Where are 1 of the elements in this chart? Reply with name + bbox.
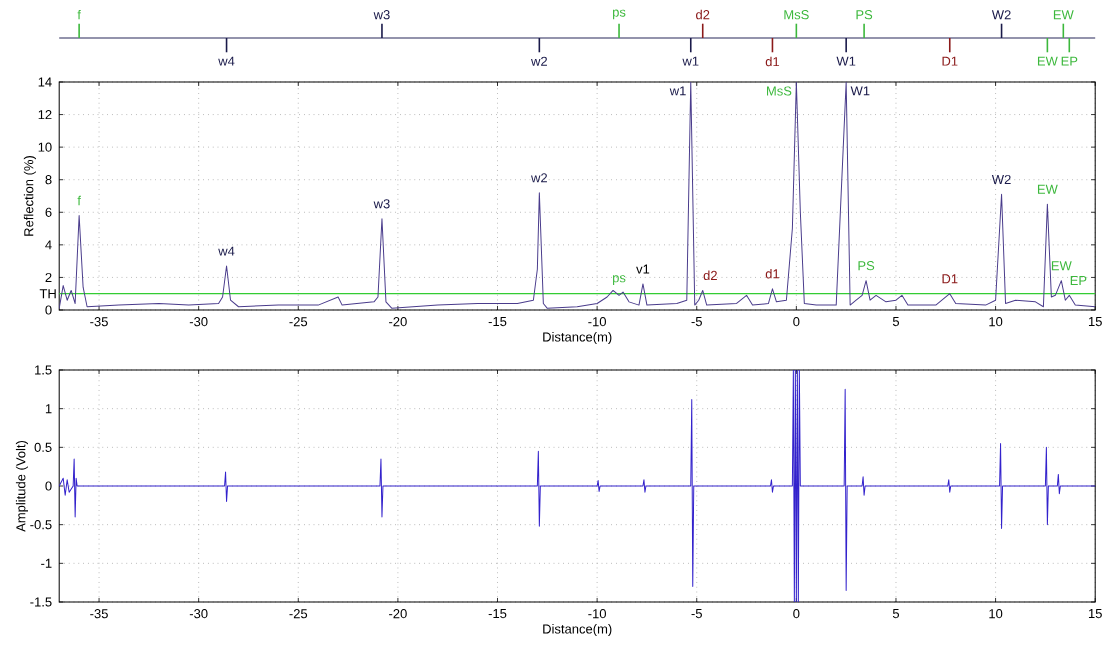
- line-series: [59, 81, 1096, 309]
